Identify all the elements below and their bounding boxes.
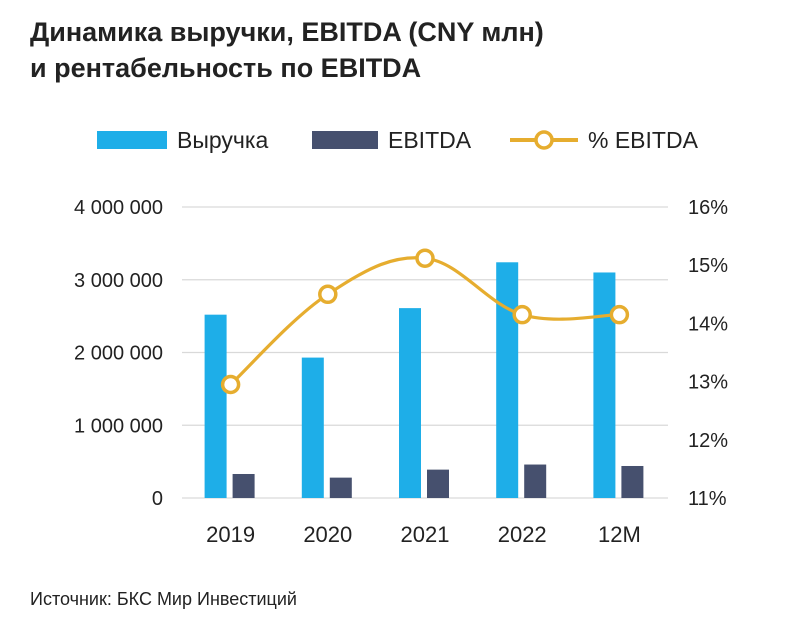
bar-revenue [496,262,519,498]
x-tick-label: 2019 [206,522,255,547]
title-line-1: Динамика выручки, EBITDA (CNY млн) [30,17,544,47]
legend: Выручка EBITDA % EBITDA [0,120,800,160]
point-margin [415,248,435,268]
point-margin [609,304,630,325]
x-tick-label: 2022 [498,522,547,547]
y-left-tick-label: 2 000 000 [74,343,163,365]
y-right-tick-label: 13% [688,372,728,394]
y-right-tick-label: 14% [688,313,728,335]
x-tick-label: 12M [598,522,641,547]
y-left-tick-label: 4 000 000 [74,197,163,219]
title-line-2: и рентабельность по EBITDA [30,53,422,83]
bar-revenue [399,308,421,498]
series-line-margin [229,256,620,386]
bar-revenue [204,314,227,498]
legend-item-ebitda: EBITDA [312,120,471,160]
y-right-tick-label: 12% [688,430,728,452]
y-right-tick-label: 11% [688,488,727,510]
legend-label-margin: % EBITDA [588,126,698,153]
source-note: Источник: БКС Мир Инвестиций [30,589,297,609]
x-tick-label: 2020 [303,522,352,547]
x-tick-label: 2021 [401,522,450,547]
bar-ebitda [621,465,644,498]
y-left-tick-label: 3 000 000 [74,270,163,292]
bar-ebitda [329,477,352,498]
point-margin [318,284,338,305]
legend-swatch-ebitda [312,131,378,149]
y-right-tick-label: 16% [688,197,728,219]
legend-item-revenue: Выручка [97,120,268,160]
point-margin [512,304,532,325]
bar-revenue [593,272,616,498]
legend-swatch-revenue [97,131,167,149]
y-left-tick-label: 0 [152,488,163,510]
legend-label-ebitda: EBITDA [388,126,472,153]
bar-ebitda [524,464,547,498]
legend-swatch-margin [510,130,578,150]
chart-title: Динамика выручки, EBITDA (CNY млн) и рен… [30,14,770,86]
y-left-tick-label: 1 000 000 [74,415,163,437]
y-right-tick-label: 15% [688,255,728,277]
bar-revenue [301,357,324,498]
bar-ebitda [427,469,449,498]
legend-item-margin: % EBITDA [510,120,698,160]
legend-label-revenue: Выручка [177,126,269,153]
point-margin [220,374,241,395]
bar-ebitda [232,473,255,498]
